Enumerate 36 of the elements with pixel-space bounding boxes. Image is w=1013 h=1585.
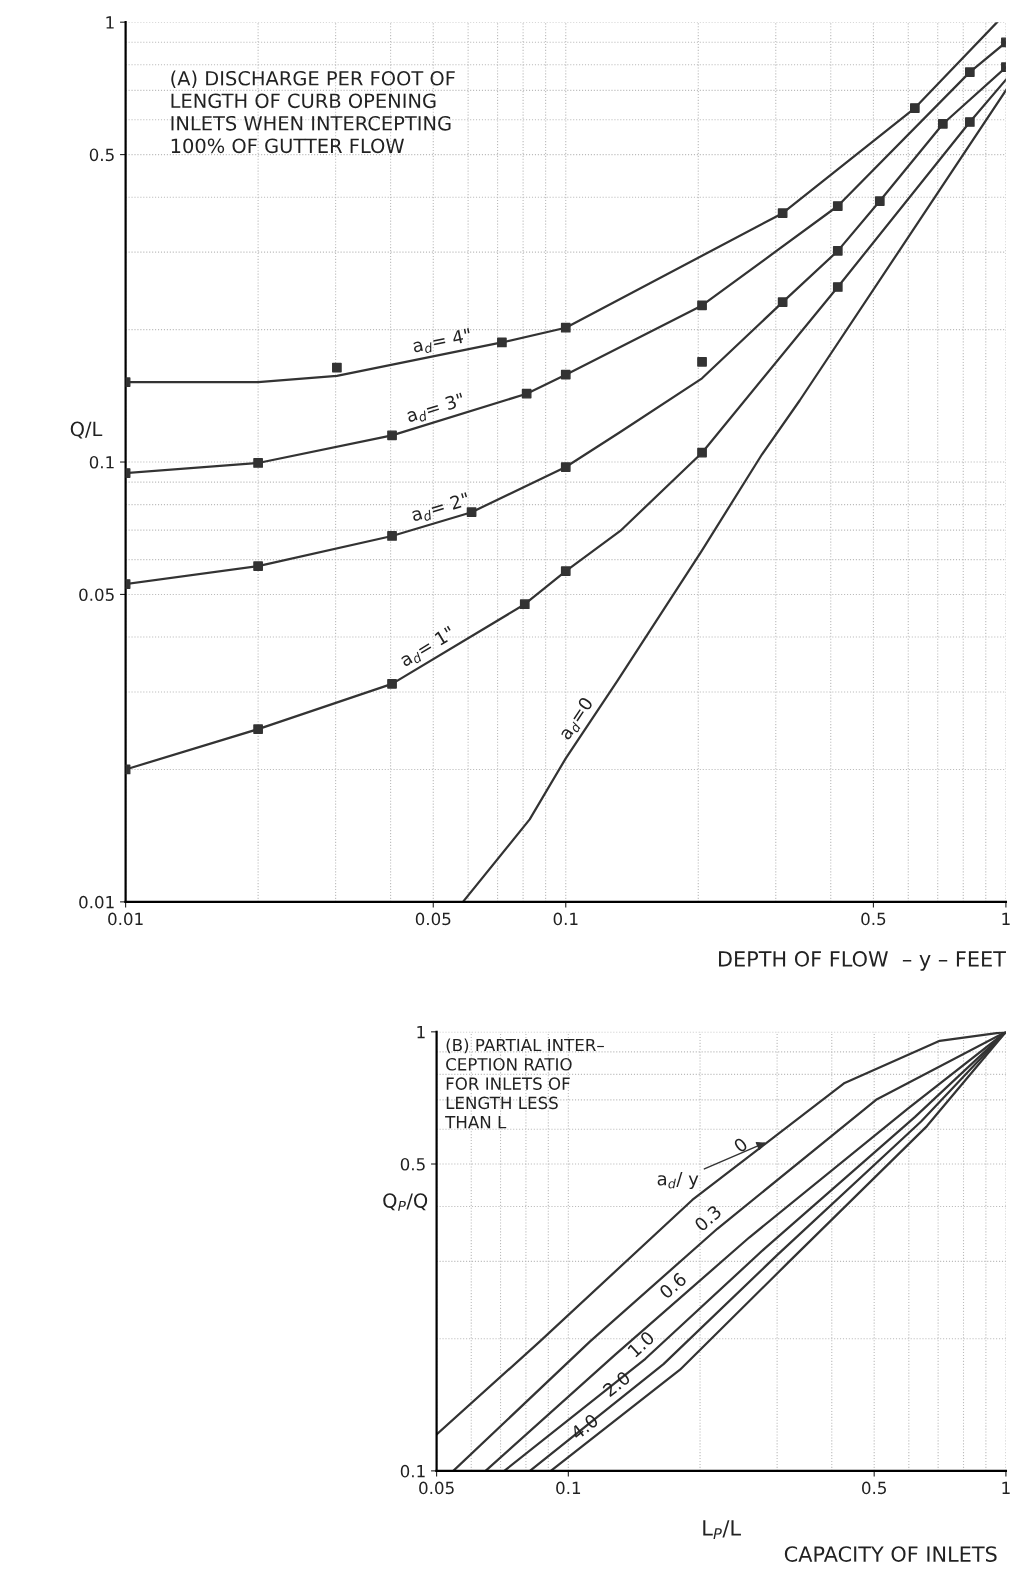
annotation: a$_{d}$=0 [557,696,596,742]
x-tick-label: 0.05 [419,1481,454,1495]
y-tick-label: 1 [106,16,114,29]
y-tick-label: 0.5 [400,1157,425,1171]
x-tick-label: 1 [1002,1481,1010,1494]
x-axis-title: DEPTH OF FLOW – y – FEET [719,951,1006,971]
x-tick-label: 1 [1002,912,1010,925]
annotation: 0.3 [693,1204,723,1233]
x-axis-title: L$_{P}$/L [703,1520,741,1539]
y-tick-label: 0.5 [89,148,114,162]
y-axis-title: Q/L [70,421,103,439]
y-tick-label: 0.01 [79,895,114,909]
y-tick-label: 1 [417,1026,425,1039]
legend-title: a$_{d}$/ y [657,1172,699,1190]
text: CAPACITY OF INLETS [784,1546,997,1562]
annotation: a$_{d}$= 4" [412,328,472,356]
annotation: a$_{d}$= 1" [398,625,457,670]
y-tick-label: 0.1 [400,1464,425,1478]
annotation: 2.0 [602,1370,632,1398]
x-tick-label: 0.5 [862,1481,886,1495]
y-tick-label: 0.05 [79,588,114,601]
x-tick-label: 0.05 [415,912,451,926]
x-tick-label: 0.1 [556,1481,581,1495]
annotation: a$_{d}$= 2" [410,492,471,525]
x-tick-label: 0.01 [108,912,143,926]
y-tick-label: 0.1 [89,455,114,469]
text: (A) DISCHARGE PER FOOT OF LENGTH OF CURB OPENING INLETS WHEN INTERCEPTING 100% OF GUTTER FLOW [171,70,455,154]
annotation: 1.0 [627,1330,656,1358]
annotation: 4.0 [569,1413,600,1441]
annotation: a$_{d}$= 3" [405,392,466,426]
x-tick-label: 0.5 [861,912,886,926]
annotation: 0.6 [658,1271,688,1300]
y-axis-title: Q$_{P}$/Q [383,1193,428,1211]
annotation: 0 [732,1136,749,1154]
x-tick-label: 0.1 [553,912,578,926]
text: (B) PARTIAL INTER– CEPTION RATIO FOR INLETS OF LENGTH LESS THAN L [445,1038,604,1129]
